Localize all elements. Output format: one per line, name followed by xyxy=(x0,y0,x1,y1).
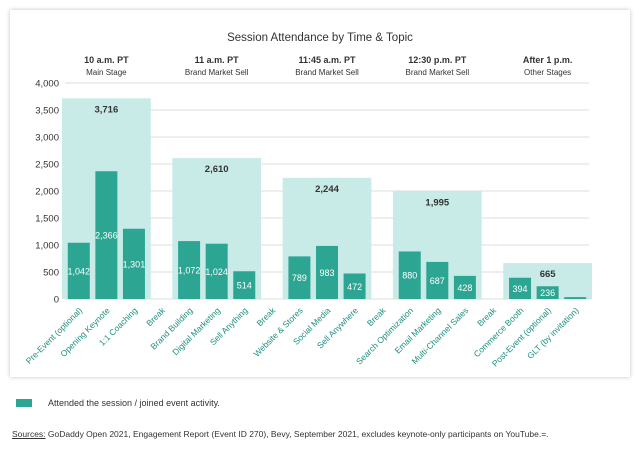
bar-value-label: 983 xyxy=(319,268,334,278)
y-tick-label: 4,000 xyxy=(35,79,59,90)
group-total-label: 2,244 xyxy=(315,184,339,195)
x-tick-label: Break xyxy=(144,305,167,328)
group-total-label: 665 xyxy=(540,269,557,280)
legend: Attended the session / joined event acti… xyxy=(16,398,220,408)
bar xyxy=(509,277,532,299)
source-note: Sources: GoDaddy Open 2021, Engagement R… xyxy=(12,429,549,439)
x-tick-label: GLT (by invitation) xyxy=(525,305,581,361)
bar-value-label: 514 xyxy=(237,281,252,291)
bar-value-label: 2,366 xyxy=(95,231,118,241)
bar-value-label: 236 xyxy=(540,288,555,298)
group-subtitle: Brand Market Sell xyxy=(406,68,470,77)
bar xyxy=(564,297,587,299)
bar xyxy=(536,286,559,299)
group-subtitle: Brand Market Sell xyxy=(295,68,359,77)
legend-label: Attended the session / joined event acti… xyxy=(48,398,220,408)
bar xyxy=(122,228,145,299)
bar xyxy=(178,241,201,299)
bar xyxy=(205,243,228,299)
bar xyxy=(67,242,90,299)
y-tick-label: 2,500 xyxy=(35,160,59,171)
group-title: 11 a.m. PT xyxy=(195,55,240,65)
group-subtitle: Other Stages xyxy=(524,68,571,77)
bar xyxy=(398,251,421,299)
x-tick-label: Break xyxy=(254,305,277,328)
y-tick-label: 1,000 xyxy=(35,241,59,252)
bar-value-label: 394 xyxy=(513,284,528,294)
bar-value-label: 1,301 xyxy=(123,259,146,269)
group-subtitle: Main Stage xyxy=(86,68,127,77)
group-title: 10 a.m. PT xyxy=(84,55,129,65)
y-tick-label: 1,500 xyxy=(35,214,59,225)
bar-value-label: 428 xyxy=(457,283,472,293)
bar-chart: Session Attendance by Time & Topic 0 500 1… xyxy=(24,32,592,369)
bar-value-label: 1,072 xyxy=(178,266,201,276)
y-tick-label: 0 xyxy=(54,295,59,306)
group-total-label: 2,610 xyxy=(205,164,229,175)
group-title: 11:45 a.m. PT xyxy=(298,55,356,65)
x-tick-label: Break xyxy=(475,305,498,328)
y-tick-label: 3,000 xyxy=(35,133,59,144)
source-text: GoDaddy Open 2021, Engagement Report (Ev… xyxy=(45,429,549,439)
bar xyxy=(343,273,366,299)
bar xyxy=(95,171,118,299)
bar xyxy=(233,271,256,299)
bar-value-label: 880 xyxy=(402,271,417,281)
x-tick-label: Commerce Booth xyxy=(472,305,526,359)
bar xyxy=(288,256,311,299)
bar-value-label: 1,042 xyxy=(68,266,91,276)
group-title: 12:30 p.m. PT xyxy=(408,55,467,65)
bar xyxy=(316,245,338,299)
bar xyxy=(453,275,476,299)
x-tick-label: Break xyxy=(365,305,388,328)
x-tick-label: Digital Marketing xyxy=(170,305,222,357)
bar-value-label: 789 xyxy=(292,273,307,283)
legend-swatch xyxy=(16,399,32,407)
group-subtitle: Brand Market Sell xyxy=(185,68,249,77)
group-total-label: 3,716 xyxy=(94,104,118,115)
bar-value-label: 687 xyxy=(430,276,445,286)
group-total-label: 1,995 xyxy=(425,197,449,208)
y-tick-label: 2,000 xyxy=(35,187,59,198)
y-tick-label: 500 xyxy=(43,268,59,279)
bar-value-label: 472 xyxy=(347,282,362,292)
bar-value-label: 1,024 xyxy=(205,267,228,277)
y-tick-label: 3,500 xyxy=(35,106,59,117)
chart-title: Session Attendance by Time & Topic xyxy=(227,32,413,44)
x-tick-label: Website & Stores xyxy=(251,305,304,358)
group-title: After 1 p.m. xyxy=(523,55,573,65)
bar xyxy=(426,261,449,299)
source-label[interactable]: Sources: xyxy=(12,429,46,439)
x-tick-label: Opening Keynote xyxy=(58,305,112,359)
